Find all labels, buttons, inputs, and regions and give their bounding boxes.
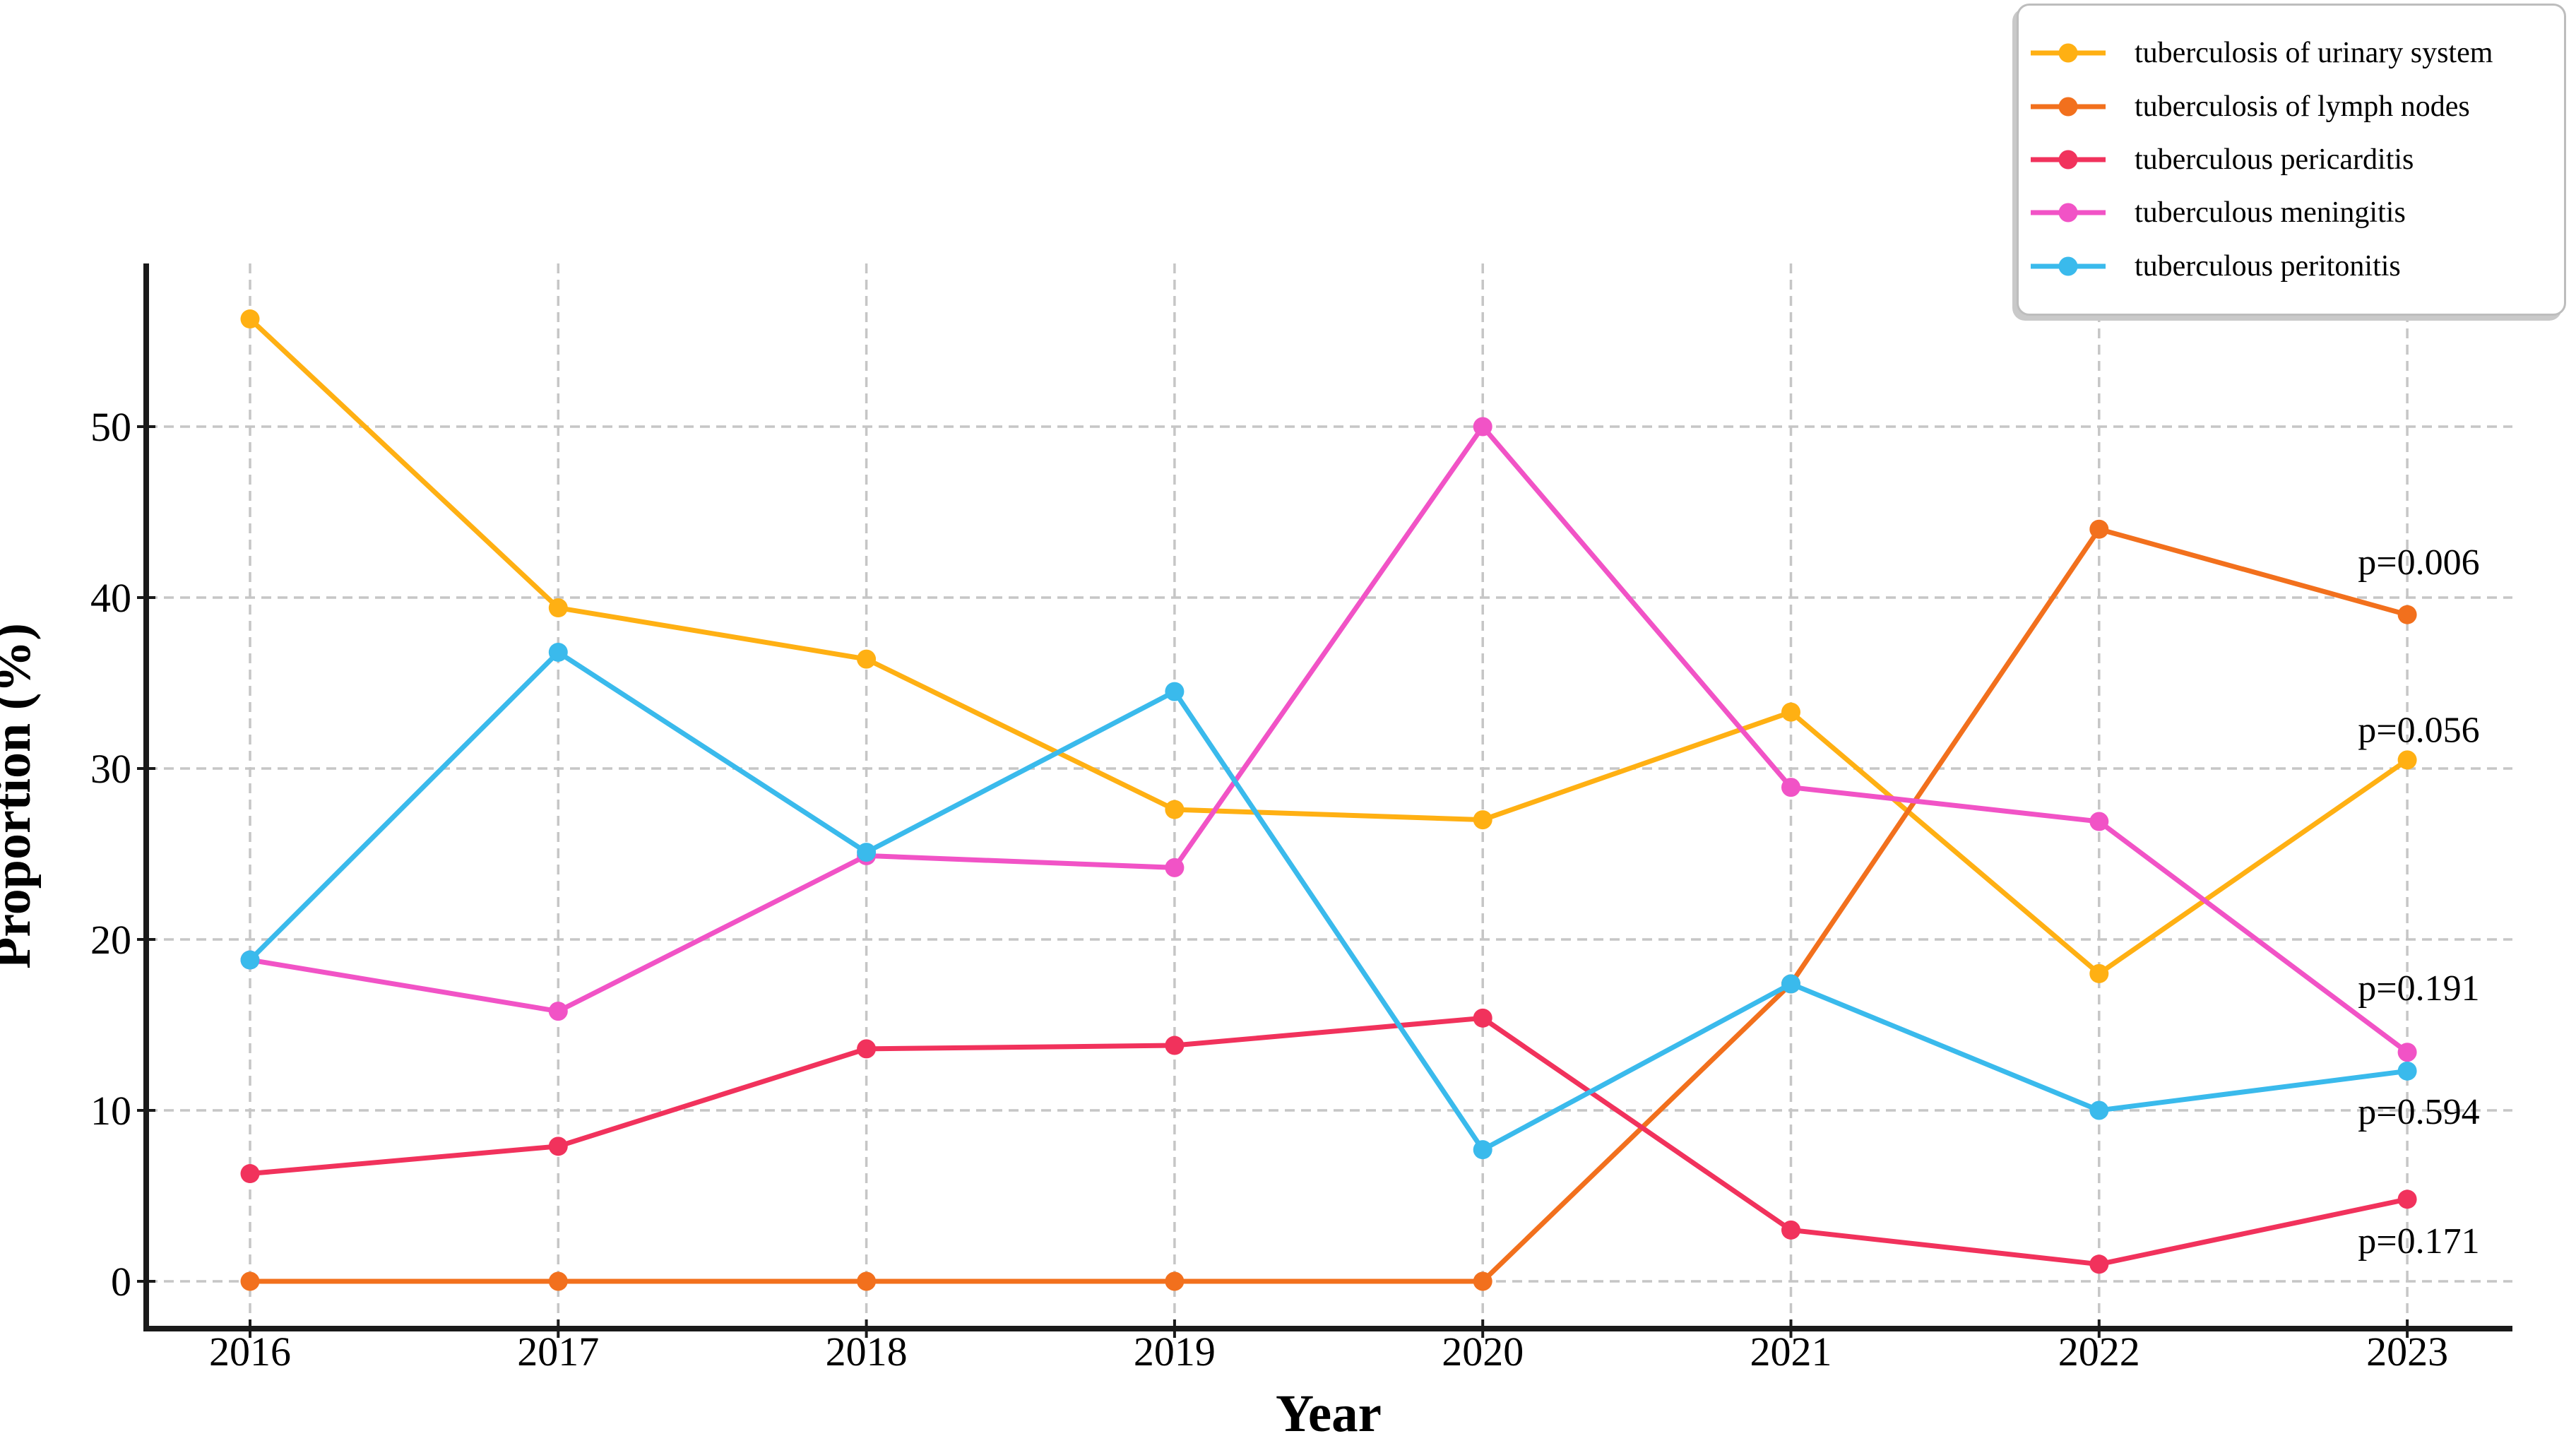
data-point-s2-2017 — [548, 1137, 568, 1156]
legend-item-peritonitis: tuberculous peritonitis — [2029, 245, 2557, 287]
x-tick-label: 2016 — [209, 1329, 291, 1375]
data-point-s2-2022 — [2089, 1254, 2109, 1274]
data-point-s2-2023 — [2397, 1189, 2417, 1209]
data-point-s2-2019 — [1165, 1036, 1185, 1055]
legend-item-urinary-system: tuberculosis of urinary system — [2029, 32, 2557, 74]
p-value-annotation: p=0.594 — [2358, 1092, 2479, 1132]
p-value-annotation: p=0.006 — [2358, 542, 2479, 583]
data-point-s4-2021 — [1781, 974, 1800, 994]
data-point-s4-2020 — [1473, 1140, 1492, 1160]
p-value-annotation: p=0.191 — [2358, 968, 2479, 1009]
data-point-s2-2016 — [240, 1164, 260, 1184]
data-point-s4-2022 — [2089, 1100, 2109, 1120]
y-axis-title: Proportion (%) — [0, 623, 42, 969]
data-point-s3-2023 — [2397, 1043, 2417, 1062]
data-point-s3-2017 — [548, 1002, 568, 1021]
legend-line-marker — [2031, 150, 2106, 170]
data-point-s0-2017 — [548, 598, 568, 618]
data-point-s2-2021 — [1781, 1220, 1800, 1240]
p-value-annotation: p=0.171 — [2358, 1221, 2479, 1262]
series-line-4 — [247, 649, 2410, 1153]
data-point-s3-2020 — [1473, 417, 1492, 437]
y-tick-label: 10 — [90, 1088, 131, 1134]
x-tick-label: 2017 — [517, 1329, 599, 1375]
y-tick-label: 30 — [90, 746, 131, 792]
legend-label: tuberculous meningitis — [2135, 196, 2406, 230]
data-point-s3-2022 — [2089, 812, 2109, 831]
legend-line-marker — [2031, 97, 2106, 117]
x-tick-label: 2022 — [2058, 1329, 2140, 1375]
legend-item-lymph-nodes: tuberculosis of lymph nodes — [2029, 85, 2557, 128]
legend-label: tuberculosis of urinary system — [2135, 37, 2493, 70]
x-tick-label: 2019 — [1134, 1329, 1216, 1375]
data-point-s0-2016 — [240, 309, 260, 329]
data-point-s1-2018 — [857, 1271, 877, 1291]
x-tick-label: 2023 — [2366, 1329, 2448, 1375]
data-point-s4-2018 — [857, 843, 877, 862]
legend-label: tuberculosis of lymph nodes — [2135, 90, 2470, 123]
legend-line-marker — [2031, 43, 2106, 63]
legend-label: tuberculous pericarditis — [2135, 143, 2414, 176]
data-point-s3-2019 — [1165, 858, 1185, 877]
data-point-s1-2022 — [2089, 519, 2109, 539]
y-tick-label: 20 — [90, 917, 131, 963]
legend-item-meningitis: tuberculous meningitis — [2029, 191, 2557, 234]
data-point-s1-2017 — [548, 1271, 568, 1291]
y-tick-label: 40 — [90, 575, 131, 621]
data-point-s4-2019 — [1165, 682, 1185, 701]
data-point-s0-2022 — [2089, 963, 2109, 983]
data-point-s4-2016 — [240, 950, 260, 970]
data-point-s0-2018 — [857, 649, 877, 669]
data-point-s1-2016 — [240, 1271, 260, 1291]
legend: tuberculosis of urinary system tuberculo… — [2017, 4, 2566, 316]
data-point-s2-2018 — [857, 1039, 877, 1059]
data-point-s1-2020 — [1473, 1271, 1492, 1291]
data-point-s0-2019 — [1165, 800, 1185, 819]
data-point-s3-2021 — [1781, 778, 1800, 797]
series-line-2 — [247, 1015, 2410, 1267]
legend-label: tuberculous peritonitis — [2135, 249, 2401, 283]
data-point-s0-2023 — [2397, 750, 2417, 770]
x-tick-label: 2018 — [826, 1329, 908, 1375]
data-point-s4-2017 — [548, 642, 568, 662]
data-point-s0-2021 — [1781, 702, 1800, 722]
data-point-s4-2023 — [2397, 1061, 2417, 1081]
x-axis-title: Year — [1276, 1384, 1382, 1436]
series-line-3 — [247, 424, 2410, 1055]
series-line-1 — [247, 526, 2410, 1284]
data-point-s1-2023 — [2397, 605, 2417, 624]
series-line-0 — [247, 316, 2410, 976]
x-tick-label: 2020 — [1442, 1329, 1524, 1375]
x-tick-label: 2021 — [1750, 1329, 1832, 1375]
p-value-annotation: p=0.056 — [2358, 710, 2479, 750]
y-tick-label: 0 — [111, 1259, 131, 1305]
legend-item-pericarditis: tuberculous pericarditis — [2029, 138, 2557, 181]
legend-line-marker — [2031, 256, 2106, 276]
legend-line-marker — [2031, 203, 2106, 222]
data-point-s1-2019 — [1165, 1271, 1185, 1291]
y-tick-label: 50 — [90, 404, 131, 450]
data-point-s2-2020 — [1473, 1008, 1492, 1028]
data-point-s0-2020 — [1473, 810, 1492, 830]
